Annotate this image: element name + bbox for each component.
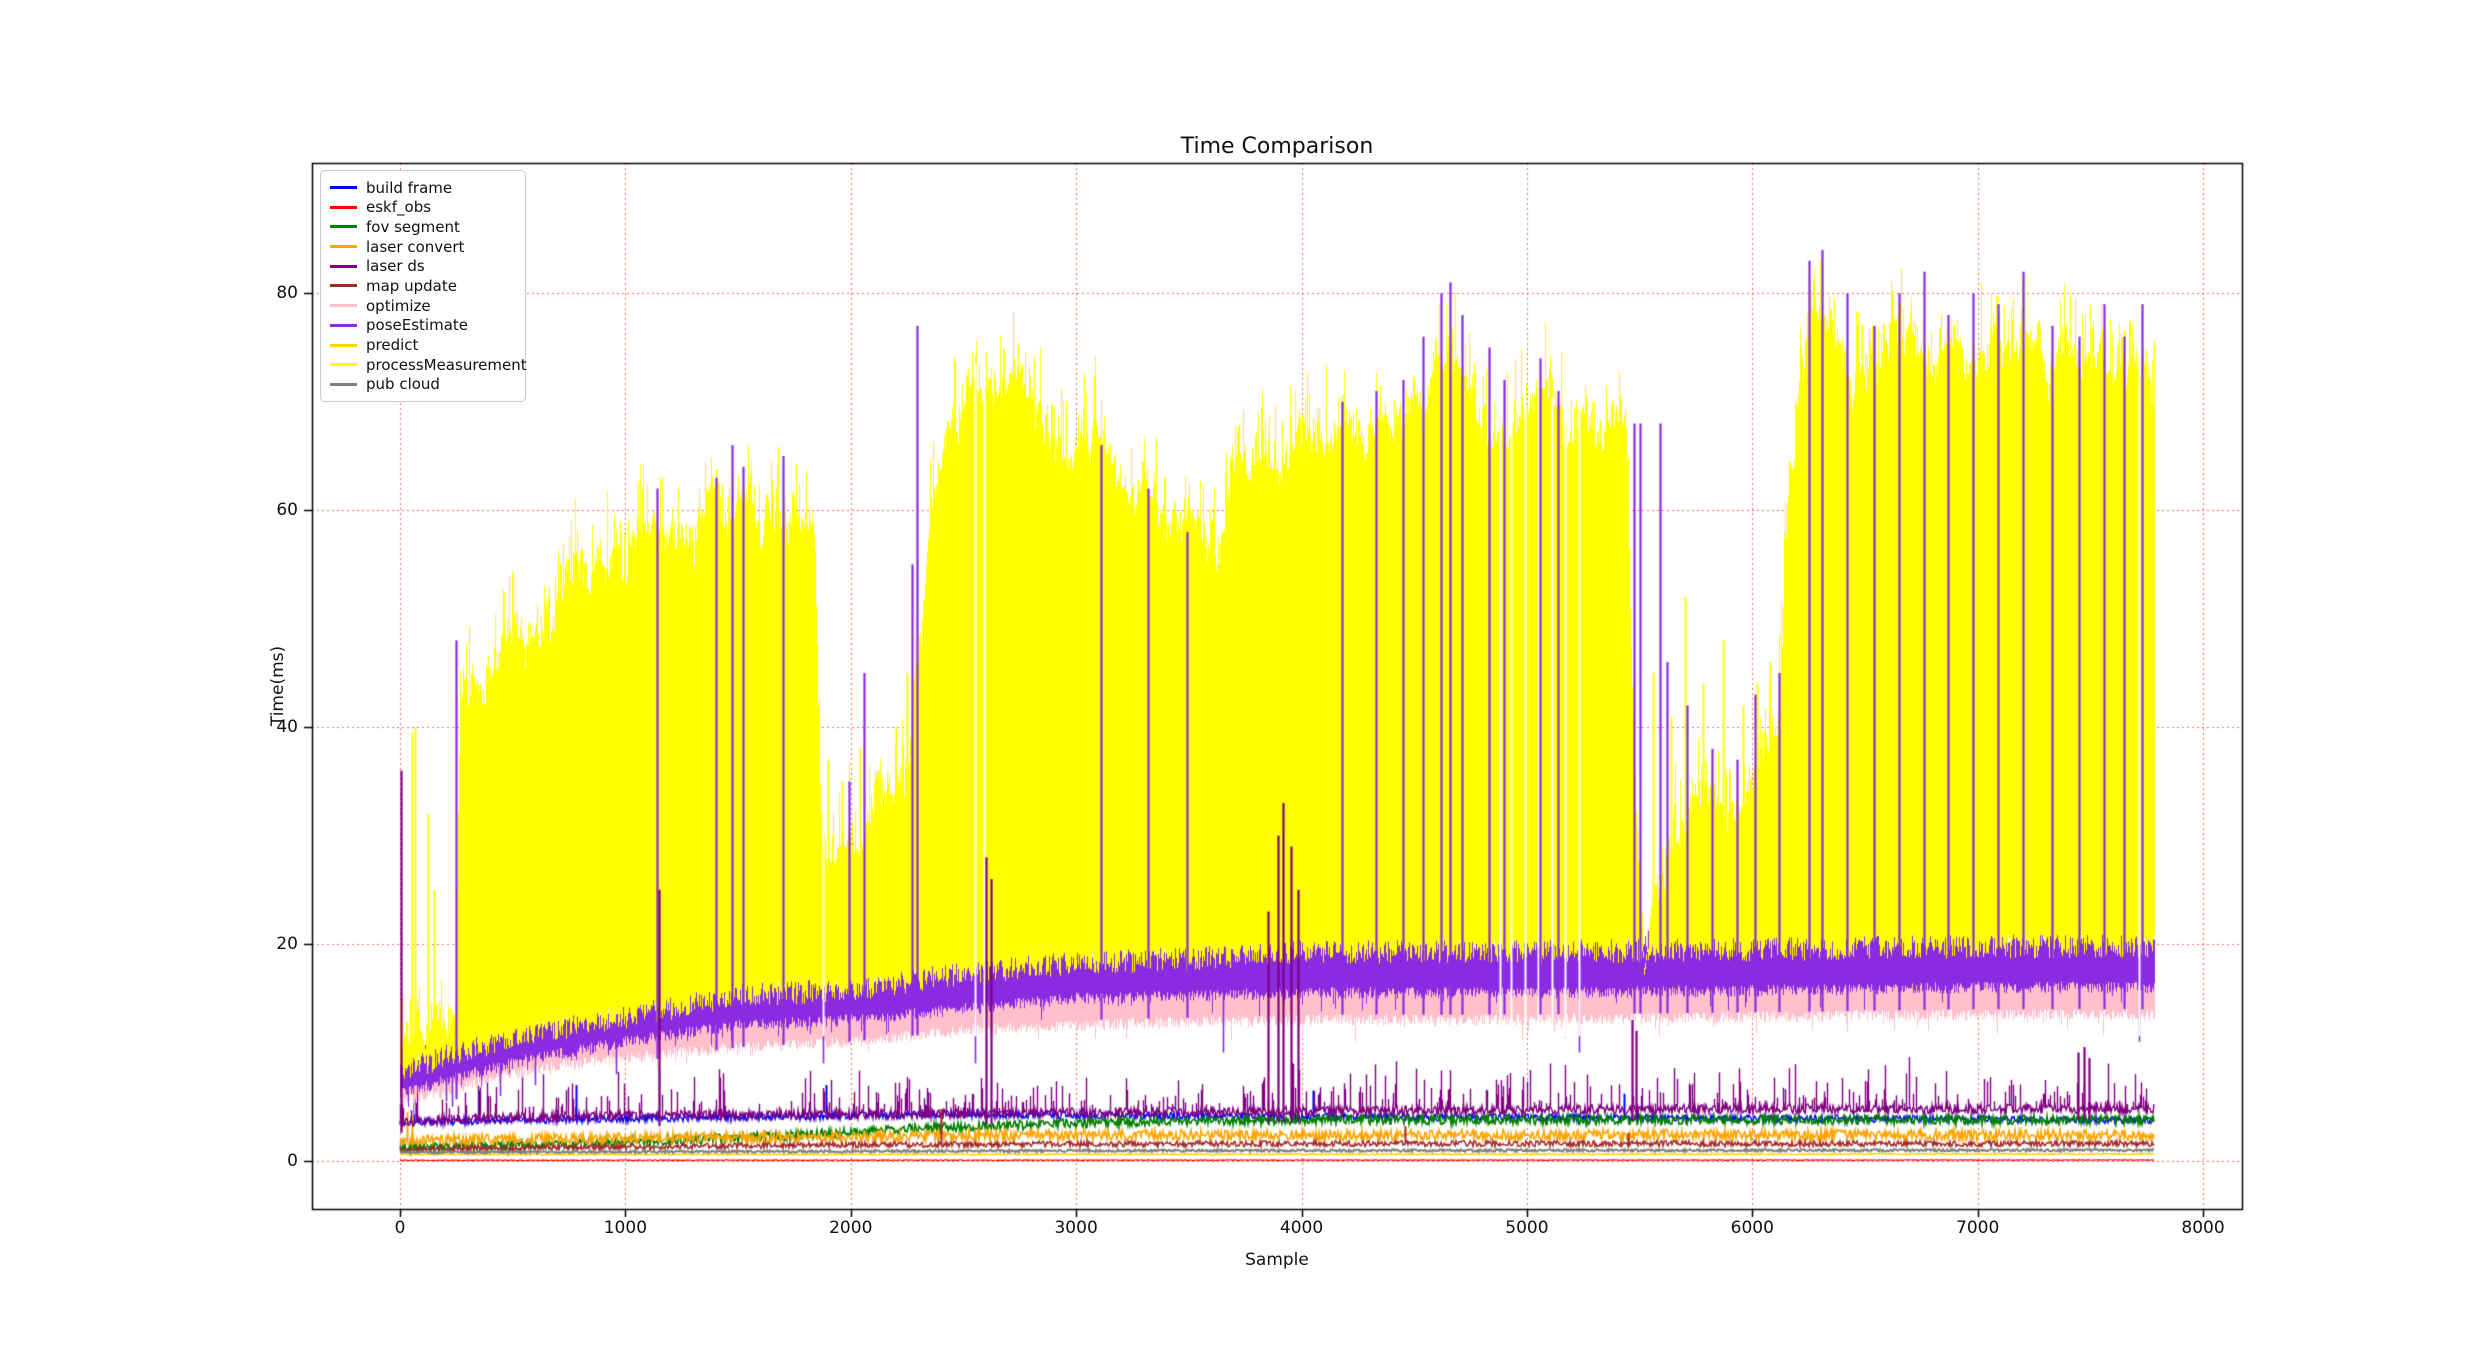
chart-title: Time Comparison — [1180, 134, 1374, 159]
y-tick-0: 0 — [287, 1151, 298, 1171]
legend-item-build-frame: build frame — [330, 178, 515, 197]
legend-item-eskf_obs: eskf_obs — [330, 198, 515, 217]
legend-line-swatch — [330, 186, 357, 189]
legend-label: pub cloud — [366, 375, 440, 394]
legend-line-swatch — [330, 304, 357, 308]
legend-line-swatch — [330, 382, 357, 386]
x-tick-0: 0 — [394, 1218, 406, 1238]
legend-line-swatch — [330, 363, 357, 367]
x-tick-5000: 5000 — [1505, 1218, 1549, 1238]
legend: build frame eskf_obs fov segment laser conv… — [320, 170, 527, 402]
legend-line-swatch — [330, 323, 357, 327]
y-axis-label: Time(ms) — [268, 645, 288, 727]
x-tick-6000: 6000 — [1730, 1218, 1774, 1238]
legend-item-laser-ds: laser ds — [330, 257, 515, 276]
legend-label: laser convert — [366, 237, 465, 256]
legend-label: build frame — [366, 178, 453, 197]
x-tick-8000: 8000 — [2181, 1218, 2225, 1238]
x-tick-7000: 7000 — [1956, 1218, 2000, 1238]
legend-label: eskf_obs — [366, 198, 432, 217]
legend-label: map update — [366, 276, 457, 295]
x-tick-4000: 4000 — [1279, 1218, 1324, 1238]
legend-label: poseEstimate — [366, 316, 468, 335]
legend-label: predict — [366, 336, 419, 354]
legend-item-predict: predict — [330, 336, 515, 355]
legend-item-pub-cloud: pub cloud — [330, 375, 515, 394]
y-tick-40: 40 — [276, 717, 298, 738]
legend-line-swatch — [330, 205, 357, 209]
legend-line-swatch — [330, 225, 357, 229]
y-tick-60: 60 — [276, 500, 298, 521]
legend-item-fov-segment: fov segment — [330, 217, 515, 236]
x-tick-3000: 3000 — [1054, 1218, 1098, 1238]
x-tick-2000: 2000 — [829, 1218, 873, 1238]
legend-item-map-update: map update — [330, 276, 515, 295]
legend-label: processMeasurement — [366, 355, 527, 374]
y-tick-20: 20 — [276, 934, 298, 955]
legend-line-swatch — [330, 284, 357, 288]
y-tick-80: 80 — [276, 283, 298, 304]
legend-item-processMeasurement: processMeasurement — [330, 355, 527, 374]
legend-label: optimize — [366, 296, 431, 315]
x-axis-label: Sample — [1245, 1250, 1309, 1270]
legend-line-swatch — [330, 343, 357, 347]
x-tick-1000: 1000 — [603, 1218, 648, 1238]
legend-line-swatch — [330, 245, 357, 249]
legend-item-poseEstimate: poseEstimate — [330, 316, 515, 335]
legend-label: laser ds — [366, 257, 425, 276]
legend-line-swatch — [330, 264, 357, 268]
legend-label: fov segment — [366, 217, 460, 236]
legend-item-optimize: optimize — [330, 296, 515, 315]
legend-item-laser-convert: laser convert — [330, 237, 515, 256]
